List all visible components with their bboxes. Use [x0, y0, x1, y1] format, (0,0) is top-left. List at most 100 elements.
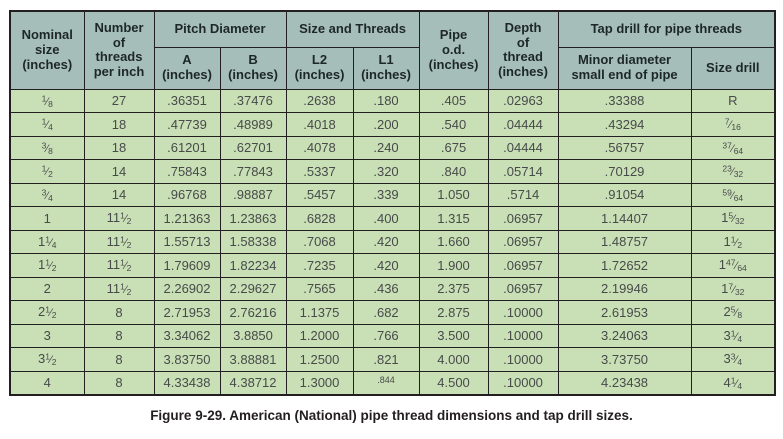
table-row: 11⁄2 111⁄2 1.79609 1.82234.7235.420 1.900.06… — [9, 253, 776, 278]
cell-nominal-size: 31⁄2 — [9, 347, 85, 372]
table-row: 3 8 3.34062 3.8850 1.2000.766 3.500.10000 3.24… — [9, 323, 776, 348]
cell-depth-of-thread: .06957 — [487, 276, 559, 301]
cell-pitch-a: 1.55713 — [153, 229, 221, 254]
cell-threads-per-inch: 111⁄2 — [83, 253, 155, 278]
cell-nominal-size: 21⁄2 — [9, 300, 85, 325]
cell-l2: 1.2500 — [285, 347, 354, 372]
cell-threads-per-inch: 14 — [83, 159, 155, 184]
cell-size-drill: 147⁄64 — [690, 253, 776, 278]
cell-l1: .420 — [352, 229, 420, 254]
cell-l2: .6828 — [285, 206, 354, 231]
cell-nominal-size: 3⁄8 — [9, 135, 85, 160]
cell-minor-diameter: 1.48757 — [557, 229, 692, 254]
cell-size-drill: 11⁄2 — [690, 229, 776, 254]
cell-depth-of-thread: .04444 — [487, 135, 559, 160]
cell-l2: 1.1375 — [285, 300, 354, 325]
cell-size-drill: 31⁄4 — [690, 323, 776, 348]
cell-size-drill: 25⁄8 — [690, 300, 776, 325]
col-header-minor-diameter: Minor diameter small end of pipe — [557, 46, 692, 90]
cell-minor-diameter: .33388 — [557, 88, 692, 113]
cell-size-drill: 17⁄32 — [690, 276, 776, 301]
col-header-l1: L1 (inches) — [352, 46, 420, 90]
cell-minor-diameter: .56757 — [557, 135, 692, 160]
cell-minor-diameter: 2.61953 — [557, 300, 692, 325]
cell-depth-of-thread: .10000 — [487, 370, 559, 395]
cell-pipe-od: 1.900 — [418, 253, 489, 278]
cell-l1: .420 — [352, 253, 420, 278]
cell-nominal-size: 2 — [9, 276, 85, 301]
cell-depth-of-thread: .06957 — [487, 229, 559, 254]
table-row: 31⁄2 8 3.83750 3.88881 1.2500.821 4.000.10000… — [9, 347, 776, 372]
figure-caption: Figure 9-29. American (National) pipe th… — [150, 407, 633, 423]
cell-pitch-b: 1.58338 — [219, 229, 287, 254]
cell-nominal-size: 3⁄4 — [9, 182, 85, 207]
cell-minor-diameter: 3.73750 — [557, 347, 692, 372]
cell-pitch-a: .75843 — [153, 159, 221, 184]
cell-l1: .844 — [352, 370, 420, 395]
cell-size-drill: R — [690, 88, 776, 113]
cell-l1: .320 — [352, 159, 420, 184]
cell-threads-per-inch: 14 — [83, 182, 155, 207]
col-header-pitch-b: B (inches) — [219, 46, 287, 90]
cell-l1: .180 — [352, 88, 420, 113]
col-header-nominal-size: Nominal size (inches) — [9, 10, 85, 90]
cell-minor-diameter: .91054 — [557, 182, 692, 207]
col-header-size-drill: Size drill — [690, 46, 776, 90]
cell-pitch-a: .36351 — [153, 88, 221, 113]
cell-l2: .2638 — [285, 88, 354, 113]
cell-pitch-b: .62701 — [219, 135, 287, 160]
cell-pitch-a: 1.79609 — [153, 253, 221, 278]
cell-l1: .821 — [352, 347, 420, 372]
cell-minor-diameter: 1.14407 — [557, 206, 692, 231]
document-page: Nominal size (inches) Number of threads … — [9, 10, 777, 423]
table-row: 21⁄2 8 2.71953 2.76216 1.1375.682 2.875.10000… — [9, 300, 776, 325]
cell-nominal-size: 1 — [9, 206, 85, 231]
cell-pitch-a: 2.26902 — [153, 276, 221, 301]
cell-depth-of-thread: .10000 — [487, 323, 559, 348]
cell-l1: .240 — [352, 135, 420, 160]
cell-l2: .7565 — [285, 276, 354, 301]
table-row: 11⁄4 111⁄2 1.55713 1.58338.7068.420 1.660.06… — [9, 229, 776, 254]
table-row: 1⁄2 14.75843.77843.5337.320.840.05714.701… — [9, 159, 776, 184]
cell-size-drill: 37⁄64 — [690, 135, 776, 160]
cell-pipe-od: .405 — [418, 88, 489, 113]
cell-l2: .5337 — [285, 159, 354, 184]
cell-pitch-b: 2.76216 — [219, 300, 287, 325]
table-body: 1⁄8 27.36351.37476.2638.180.405.02963.333… — [9, 88, 776, 395]
cell-minor-diameter: 4.23438 — [557, 370, 692, 395]
cell-pipe-od: .840 — [418, 159, 489, 184]
cell-pipe-od: 2.875 — [418, 300, 489, 325]
table-row: 1 111⁄2 1.21363 1.23863.6828.400 1.315.06957… — [9, 206, 776, 231]
cell-pitch-a: 2.71953 — [153, 300, 221, 325]
cell-l2: .4078 — [285, 135, 354, 160]
col-header-threads-per-inch: Number of threads per inch — [83, 10, 155, 90]
cell-nominal-size: 3 — [9, 323, 85, 348]
cell-size-drill: 7⁄16 — [690, 112, 776, 137]
cell-pitch-a: 3.83750 — [153, 347, 221, 372]
cell-depth-of-thread: .04444 — [487, 112, 559, 137]
cell-nominal-size: 1⁄2 — [9, 159, 85, 184]
cell-minor-diameter: 1.72652 — [557, 253, 692, 278]
cell-pitch-b: .37476 — [219, 88, 287, 113]
cell-threads-per-inch: 8 — [83, 370, 155, 395]
cell-minor-diameter: .43294 — [557, 112, 692, 137]
cell-pipe-od: 2.375 — [418, 276, 489, 301]
cell-pitch-a: .96768 — [153, 182, 221, 207]
cell-l2: .7068 — [285, 229, 354, 254]
group-header-tap-drill: Tap drill for pipe threads — [557, 10, 776, 48]
cell-size-drill: 15⁄32 — [690, 206, 776, 231]
group-header-size-and-threads: Size and Threads — [285, 10, 420, 48]
cell-depth-of-thread: .06957 — [487, 206, 559, 231]
cell-pitch-a: .61201 — [153, 135, 221, 160]
cell-pitch-b: 1.82234 — [219, 253, 287, 278]
cell-depth-of-thread: .06957 — [487, 253, 559, 278]
cell-depth-of-thread: .10000 — [487, 347, 559, 372]
col-header-depth-of-thread: Depth of thread (inches) — [487, 10, 559, 90]
cell-pitch-b: 1.23863 — [219, 206, 287, 231]
cell-pipe-od: 4.000 — [418, 347, 489, 372]
group-header-pitch-diameter: Pitch Diameter — [153, 10, 287, 48]
table-row: 1⁄8 27.36351.37476.2638.180.405.02963.333… — [9, 88, 776, 113]
cell-size-drill: 41⁄4 — [690, 370, 776, 395]
cell-pipe-od: 3.500 — [418, 323, 489, 348]
cell-l2: .7235 — [285, 253, 354, 278]
